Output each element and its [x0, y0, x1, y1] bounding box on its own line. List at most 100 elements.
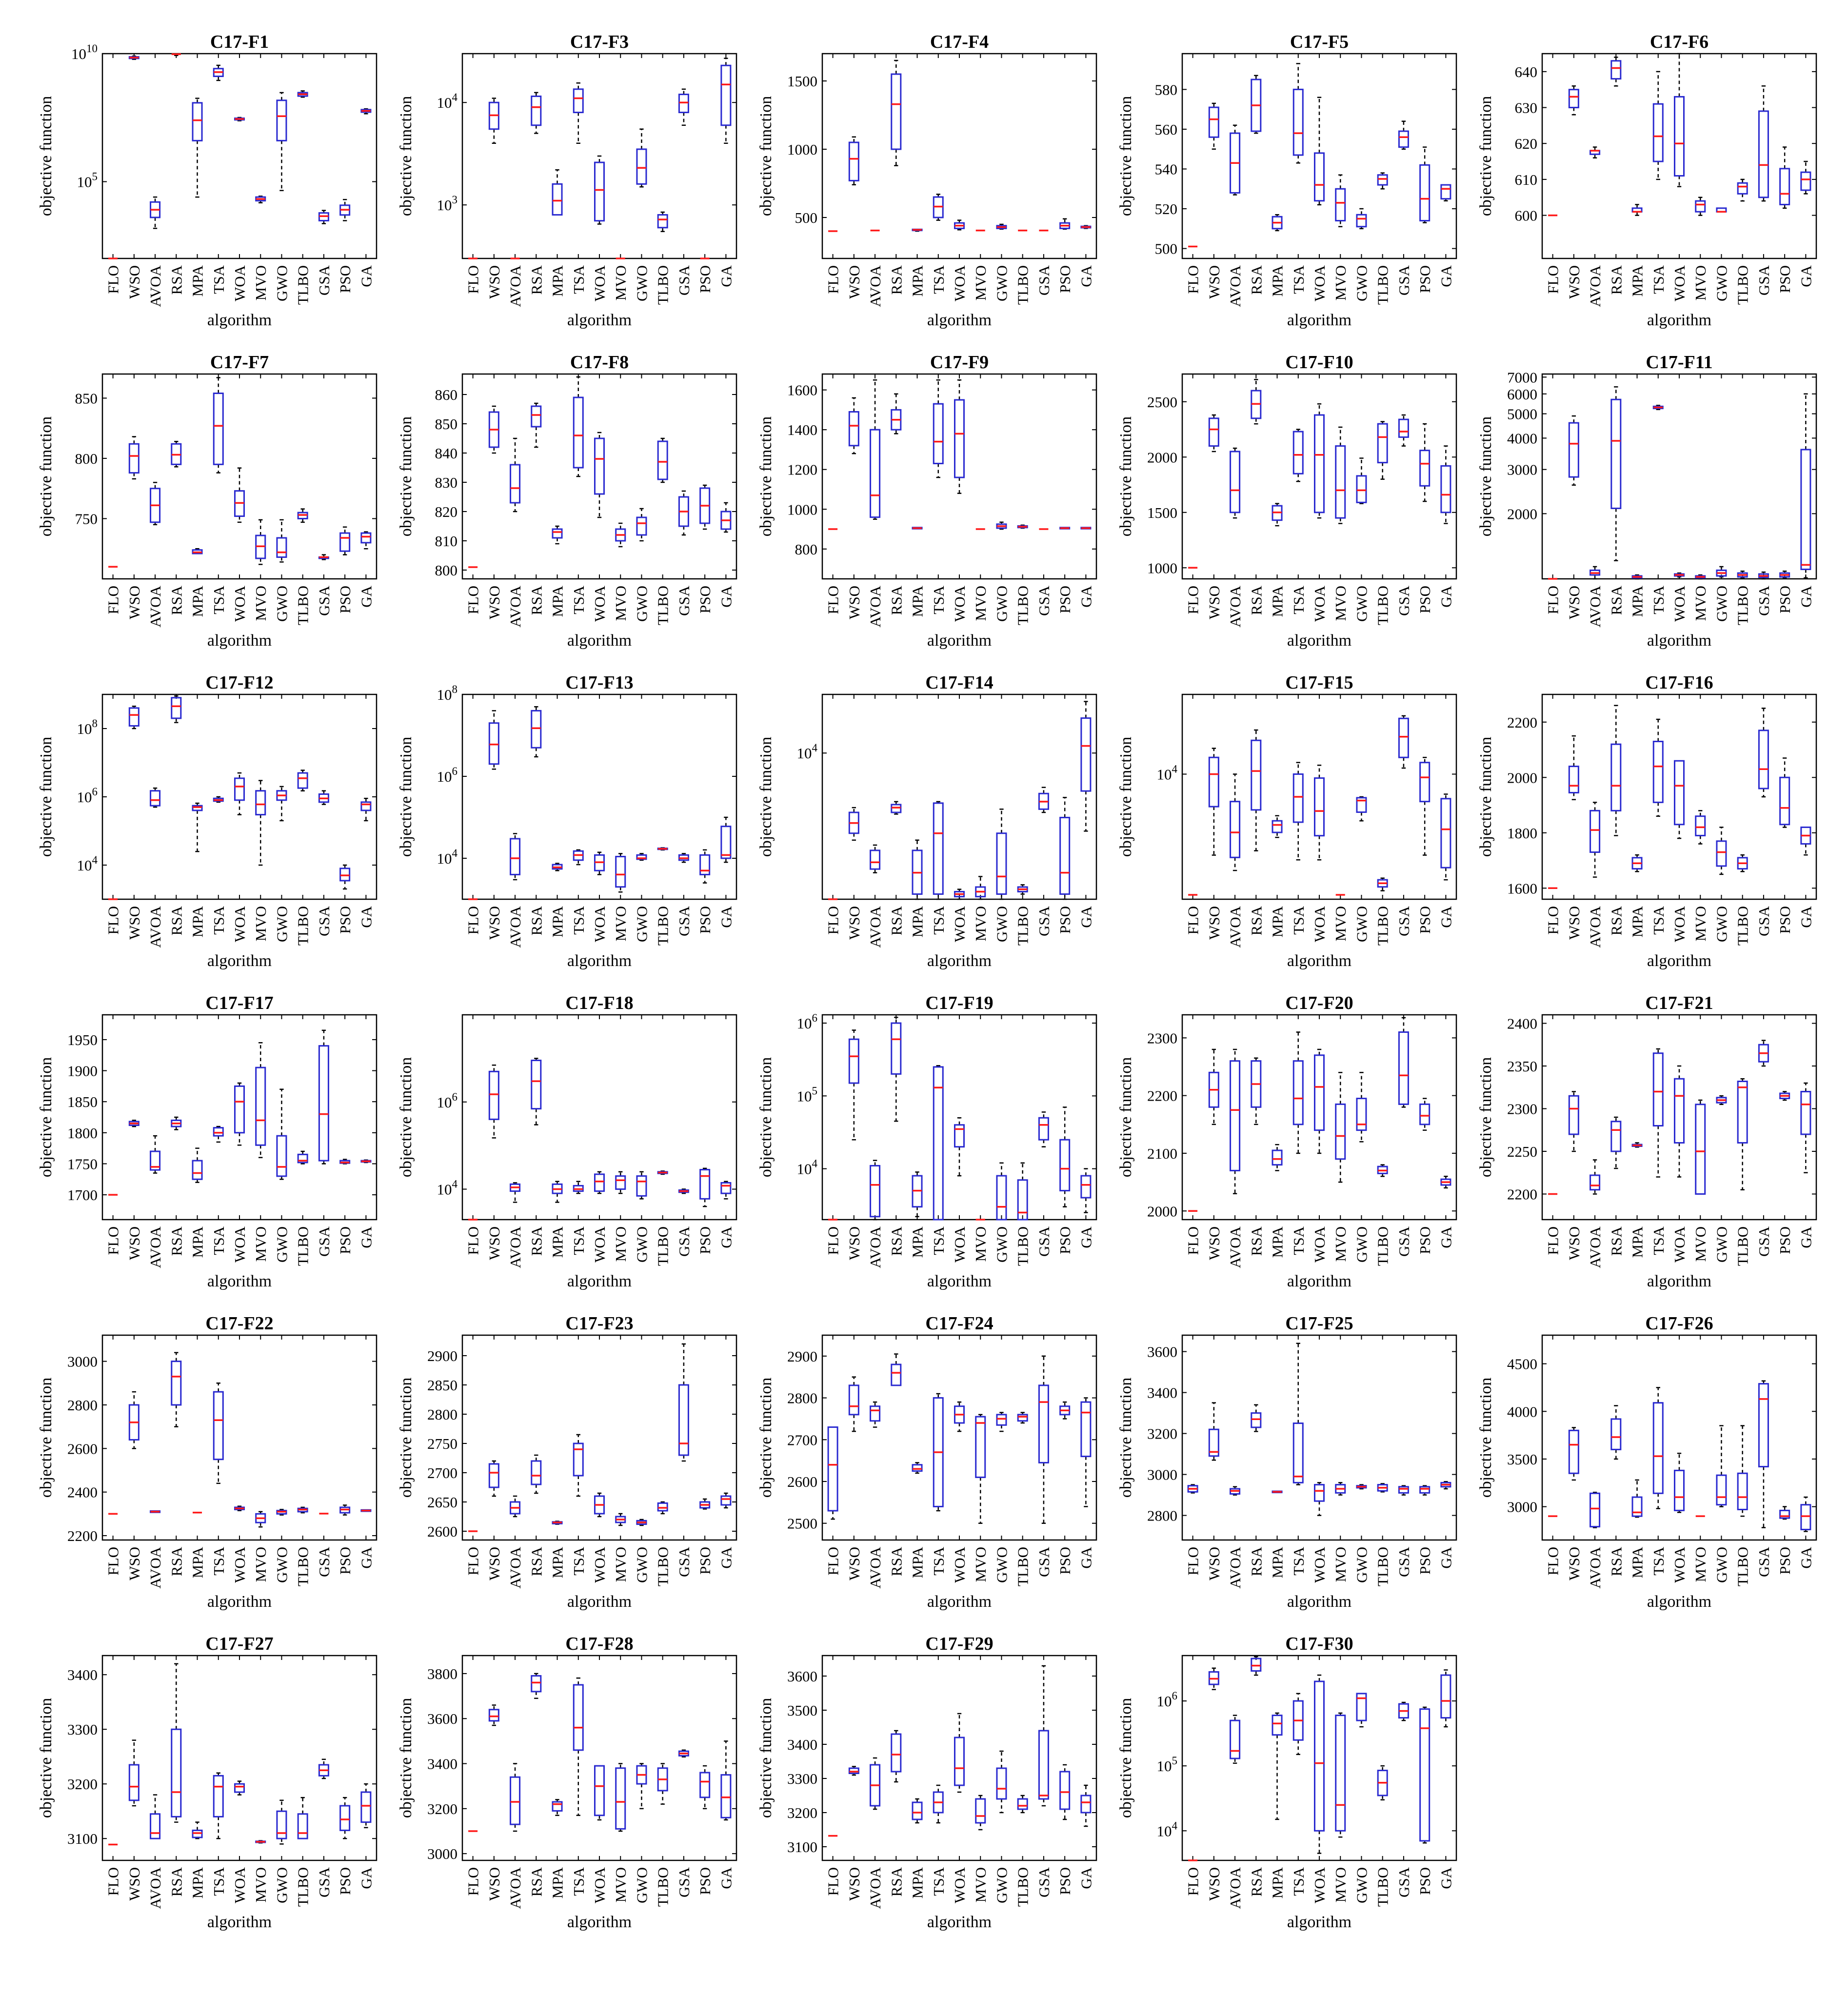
x-tick-label: GA — [1077, 1867, 1094, 1889]
x-tick-label: GWO — [633, 1547, 650, 1583]
x-tick-label: GSA — [316, 1867, 333, 1897]
x-tick-label: TLBO — [295, 1547, 312, 1586]
box-AVOA — [510, 1763, 521, 1832]
box-AVOA — [870, 844, 881, 873]
x-tick-label: GSA — [316, 1546, 333, 1577]
y-tick-label: 105 — [797, 1085, 818, 1105]
box-WSO — [128, 1391, 139, 1449]
x-axis-label: algorithm — [207, 1913, 272, 1931]
box-body — [1080, 1175, 1092, 1199]
box-body — [1398, 418, 1409, 438]
x-tick-label: WOA — [591, 1226, 608, 1263]
x-tick-label: FLO — [1185, 906, 1202, 935]
box-WOA — [594, 155, 605, 225]
y-tick-label: 2200 — [67, 1527, 98, 1544]
box-MVO — [1335, 174, 1346, 228]
x-tick-label: MPA — [189, 1226, 206, 1258]
x-tick-label: MVO — [252, 906, 269, 941]
x-tick-label: PSO — [1416, 265, 1433, 293]
box-PSO — [339, 526, 351, 555]
panel-title: C17-F15 — [1285, 672, 1353, 693]
box-GWO — [1356, 1484, 1367, 1490]
box-body — [1292, 1060, 1304, 1125]
box-PSO — [339, 1159, 351, 1165]
box-PSO — [1779, 571, 1790, 579]
box-TLBO — [1737, 571, 1748, 579]
box-body — [297, 772, 308, 789]
x-tick-label: TSA — [570, 1546, 587, 1575]
plot-frame — [101, 693, 378, 900]
y-tick-label: 800 — [435, 562, 458, 579]
box-PSO — [339, 864, 351, 890]
box-body — [1038, 1117, 1049, 1141]
x-tick-label: TLBO — [1014, 906, 1032, 946]
x-axis-label: algorithm — [927, 311, 992, 329]
y-tick-label: 820 — [435, 503, 458, 520]
panel-title: C17-F23 — [565, 1313, 633, 1334]
y-tick-label: 3500 — [1507, 1451, 1537, 1468]
box-TSA — [933, 1784, 944, 1824]
box-body — [594, 437, 605, 495]
panel-title: C17-F9 — [930, 352, 989, 373]
x-tick-label: MPA — [1629, 265, 1646, 296]
box-TSA — [1292, 1693, 1304, 1755]
box-WOA — [954, 219, 965, 231]
y-tick-label: 840 — [435, 445, 458, 462]
x-tick-label: RSA — [1248, 265, 1265, 295]
panel-title: C17-F28 — [565, 1634, 633, 1654]
x-tick-label: GSA — [1395, 1546, 1412, 1577]
box-GSA — [1758, 1380, 1769, 1528]
panel-title: C17-F11 — [1646, 352, 1712, 373]
box-body — [192, 102, 203, 141]
x-tick-label: TLBO — [1374, 1226, 1391, 1266]
box-MPA — [1272, 503, 1283, 527]
box-body — [699, 1772, 711, 1798]
x-tick-label: RSA — [528, 1226, 545, 1256]
panel-C17-F4: C17-F4 500 1000 1500 objective function FLO WS… — [757, 32, 1097, 329]
box-body — [1610, 398, 1622, 509]
box-body — [488, 1709, 499, 1722]
box-RSA — [171, 1352, 182, 1427]
x-tick-label: MPA — [1629, 1226, 1646, 1258]
y-tick-label: 500 — [1155, 240, 1178, 257]
box-body — [870, 1405, 881, 1422]
panel-C17-F9: C17-F9 800 1000 1200 1400 1600 objective funct… — [757, 352, 1097, 650]
x-tick-label: WOA — [951, 1546, 968, 1583]
box-body — [678, 1384, 689, 1456]
box-body — [1356, 214, 1367, 228]
box-TLBO — [1377, 421, 1388, 480]
x-tick-label: AVOA — [1227, 906, 1244, 948]
box-body — [1440, 184, 1451, 200]
x-tick-label: TLBO — [655, 1226, 672, 1266]
box-body — [234, 1783, 245, 1793]
x-axis-label: algorithm — [207, 1593, 272, 1611]
box-body — [996, 1175, 1007, 1221]
box-AVOA — [870, 1401, 881, 1428]
box-TSA — [933, 801, 944, 900]
x-tick-label: MVO — [972, 1226, 989, 1262]
y-tick-label: 3300 — [787, 1770, 817, 1787]
x-tick-label: PSO — [1416, 906, 1433, 934]
x-tick-label: PSO — [337, 1547, 354, 1575]
y-axis-label: objective function — [1117, 96, 1135, 216]
x-tick-label: TLBO — [1734, 906, 1751, 946]
box-WSO — [488, 98, 499, 144]
x-tick-label: GSA — [1395, 906, 1412, 936]
x-tick-label: PSO — [1776, 906, 1793, 934]
box-GSA — [1038, 1665, 1049, 1807]
box-body — [1716, 840, 1727, 867]
y-tick-label: 2600 — [427, 1523, 457, 1540]
y-tick-label: 104 — [437, 91, 458, 111]
panel-C17-F26: C17-F26 3000 3500 4000 4500 objective functio… — [1477, 1313, 1817, 1611]
box-GWO — [1356, 457, 1367, 504]
box-body — [1208, 417, 1219, 447]
box-MVO — [1695, 1099, 1706, 1195]
x-tick-label: PSO — [1056, 906, 1073, 934]
x-tick-label: FLO — [825, 1867, 842, 1896]
x-tick-label: TLBO — [1014, 1226, 1032, 1266]
x-tick-label: WOA — [1671, 265, 1688, 301]
panel-C17-F29: C17-F29 3100 3200 3300 3400 3500 3600 objective… — [757, 1634, 1097, 1931]
x-tick-label: MPA — [189, 906, 206, 937]
box-GA — [720, 58, 732, 144]
box-MPA — [1631, 1479, 1643, 1518]
